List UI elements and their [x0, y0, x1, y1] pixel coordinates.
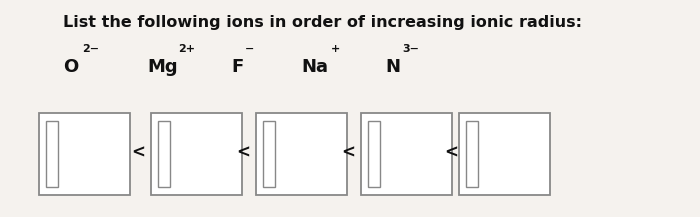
Text: +: +: [330, 44, 340, 54]
Text: List the following ions in order of increasing ionic radius:: List the following ions in order of incr…: [63, 15, 582, 30]
Text: O: O: [63, 58, 78, 76]
Text: 2+: 2+: [178, 44, 195, 54]
Text: <: <: [132, 144, 146, 162]
Text: 2−: 2−: [83, 44, 99, 54]
Text: <: <: [342, 144, 356, 162]
Bar: [466, 121, 478, 187]
Bar: [368, 121, 380, 187]
Bar: [458, 113, 550, 195]
Text: Mg: Mg: [147, 58, 178, 76]
Text: <: <: [237, 144, 251, 162]
Bar: [262, 121, 275, 187]
Text: 3−: 3−: [402, 44, 419, 54]
Text: −: −: [245, 44, 254, 54]
Text: Na: Na: [301, 58, 328, 76]
Text: F: F: [231, 58, 244, 76]
Bar: [150, 113, 242, 195]
Bar: [38, 113, 130, 195]
Bar: [46, 121, 58, 187]
Text: N: N: [385, 58, 400, 76]
Bar: [256, 113, 346, 195]
Bar: [158, 121, 170, 187]
Bar: [360, 113, 452, 195]
Text: <: <: [444, 144, 458, 162]
